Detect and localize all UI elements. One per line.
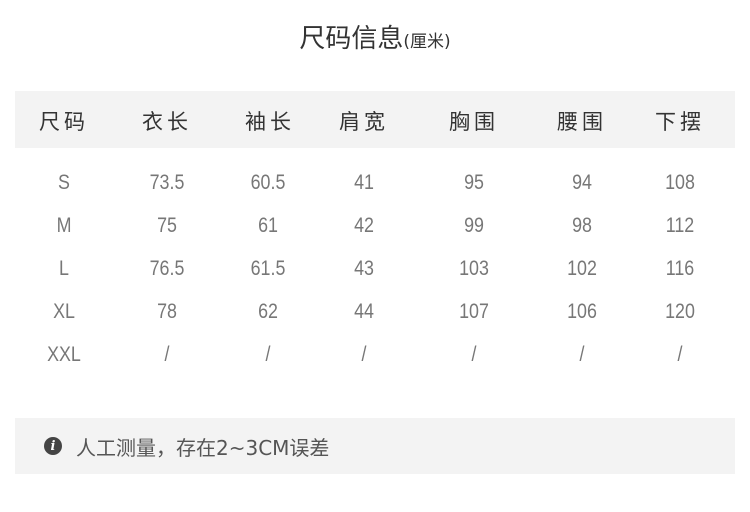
table-cell: 106	[567, 300, 597, 323]
table-row: L 76.5 61.5 43 103 102 116	[0, 257, 750, 287]
table-cell: 42	[354, 214, 374, 237]
table-cell: L	[59, 257, 69, 280]
table-cell: 62	[258, 300, 278, 323]
table-cell: /	[471, 343, 477, 366]
table-header: 尺码 衣长 袖长 肩宽 胸围 腰围 下摆	[15, 91, 735, 148]
header-cell: 衣长	[142, 110, 192, 134]
table-cell: 95	[464, 171, 484, 194]
table-cell: 60.5	[250, 171, 286, 194]
table-cell: 44	[354, 300, 374, 323]
header-cell: 肩宽	[339, 110, 389, 134]
header-cell: 尺码	[39, 110, 89, 134]
table-cell: 61	[258, 214, 278, 237]
table-cell: XXL	[47, 343, 81, 366]
table-cell: /	[164, 343, 170, 366]
table-cell: /	[361, 343, 367, 366]
table-cell: S	[58, 171, 70, 194]
table-cell: 75	[157, 214, 177, 237]
table-cell: 98	[572, 214, 592, 237]
info-icon: i	[44, 437, 62, 455]
table-cell: 108	[665, 171, 695, 194]
table-cell: 112	[665, 214, 695, 237]
table-cell: 102	[567, 257, 597, 280]
table-cell: 73.5	[149, 171, 185, 194]
table-cell: /	[579, 343, 585, 366]
table-row: XXL / / / / / /	[0, 343, 750, 373]
header-cell: 袖长	[245, 110, 295, 134]
measurement-note: i 人工测量，存在2~3CM误差	[15, 418, 735, 474]
title-unit: (厘米)	[403, 32, 451, 52]
table-cell: 76.5	[149, 257, 185, 280]
table-cell: 94	[572, 171, 592, 194]
table-cell: 61.5	[250, 257, 286, 280]
table-row: S 73.5 60.5 41 95 94 108	[0, 171, 750, 201]
table-cell: M	[56, 214, 72, 237]
table-cell: 116	[665, 257, 695, 280]
table-cell: 99	[464, 214, 484, 237]
title-main: 尺码信息	[299, 24, 404, 54]
table-cell: XL	[53, 300, 75, 323]
table-cell: 120	[665, 300, 695, 323]
header-cell: 下摆	[655, 110, 705, 134]
table-row: M 75 61 42 99 98 112	[0, 214, 750, 244]
table-cell: /	[265, 343, 271, 366]
page-title: 尺码信息(厘米)	[0, 18, 750, 55]
note-text: 人工测量，存在2~3CM误差	[76, 435, 330, 460]
table-row: XL 78 62 44 107 106 120	[0, 300, 750, 330]
header-cell: 腰围	[557, 110, 607, 134]
table-cell: /	[677, 343, 683, 366]
table-cell: 107	[459, 300, 489, 323]
table-cell: 103	[459, 257, 489, 280]
table-cell: 43	[354, 257, 374, 280]
table-cell: 78	[157, 300, 177, 323]
table-cell: 41	[354, 171, 374, 194]
header-cell: 胸围	[449, 110, 499, 134]
